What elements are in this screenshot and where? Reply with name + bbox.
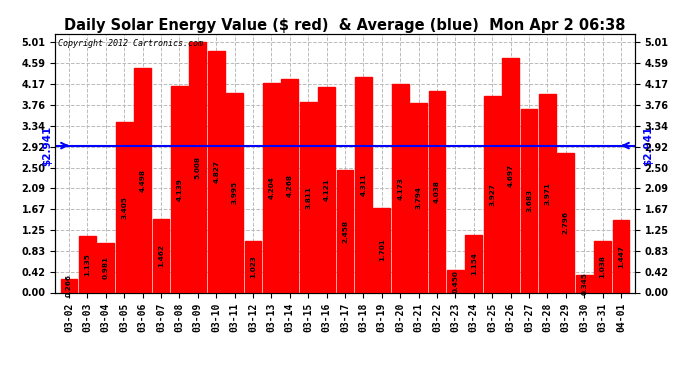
Bar: [134, 68, 151, 292]
Text: 1.135: 1.135: [84, 253, 90, 276]
Text: 2.796: 2.796: [563, 211, 569, 234]
Bar: [484, 96, 501, 292]
Text: 2.458: 2.458: [342, 220, 348, 243]
Bar: [226, 93, 243, 292]
Text: Copyright 2012 Cartronics.com: Copyright 2012 Cartronics.com: [58, 39, 203, 48]
Bar: [318, 87, 335, 292]
Bar: [520, 108, 538, 292]
Bar: [263, 82, 280, 292]
Text: $2.941: $2.941: [644, 126, 653, 166]
Text: 1.701: 1.701: [379, 238, 385, 261]
Text: 0.981: 0.981: [103, 256, 109, 279]
Bar: [447, 270, 464, 292]
Text: 4.173: 4.173: [397, 177, 403, 200]
Text: 4.498: 4.498: [139, 169, 146, 192]
Bar: [392, 84, 408, 292]
Bar: [152, 219, 170, 292]
Bar: [116, 122, 132, 292]
Bar: [189, 42, 206, 292]
Text: 1.038: 1.038: [600, 255, 606, 278]
Text: 4.268: 4.268: [287, 174, 293, 197]
Text: 4.204: 4.204: [268, 176, 275, 199]
Bar: [171, 86, 188, 292]
Bar: [410, 103, 427, 292]
Text: 4.697: 4.697: [508, 164, 513, 187]
Bar: [355, 77, 372, 292]
Text: 0.345: 0.345: [581, 273, 587, 296]
Text: 4.311: 4.311: [360, 174, 366, 196]
Bar: [61, 279, 77, 292]
Bar: [594, 241, 611, 292]
Bar: [97, 243, 115, 292]
Text: 4.038: 4.038: [434, 180, 440, 203]
Text: 3.971: 3.971: [544, 182, 551, 205]
Bar: [79, 236, 96, 292]
Bar: [244, 242, 262, 292]
Text: 1.447: 1.447: [618, 245, 624, 268]
Text: 1.023: 1.023: [250, 256, 256, 278]
Text: 5.008: 5.008: [195, 156, 201, 179]
Bar: [299, 102, 317, 292]
Bar: [428, 91, 446, 292]
Text: $2.941: $2.941: [42, 126, 52, 166]
Text: 3.811: 3.811: [305, 186, 311, 209]
Text: 3.927: 3.927: [489, 183, 495, 206]
Text: 4.121: 4.121: [324, 178, 330, 201]
Text: 1.154: 1.154: [471, 252, 477, 275]
Text: 3.683: 3.683: [526, 189, 532, 212]
Text: 1.462: 1.462: [158, 244, 164, 267]
Text: 4.827: 4.827: [213, 160, 219, 183]
Bar: [208, 51, 225, 292]
Text: 4.139: 4.139: [177, 178, 182, 201]
Bar: [613, 220, 629, 292]
Text: 3.405: 3.405: [121, 196, 127, 219]
Bar: [539, 94, 556, 292]
Bar: [337, 170, 353, 292]
Bar: [282, 79, 298, 292]
Bar: [558, 153, 574, 292]
Text: 3.995: 3.995: [232, 181, 237, 204]
Text: 3.794: 3.794: [415, 186, 422, 209]
Bar: [465, 235, 482, 292]
Bar: [575, 275, 593, 292]
Text: 0.450: 0.450: [453, 270, 458, 293]
Bar: [373, 207, 391, 292]
Bar: [502, 58, 519, 292]
Text: 0.266: 0.266: [66, 274, 72, 297]
Title: Daily Solar Energy Value ($ red)  & Average (blue)  Mon Apr 2 06:38: Daily Solar Energy Value ($ red) & Avera…: [64, 18, 626, 33]
